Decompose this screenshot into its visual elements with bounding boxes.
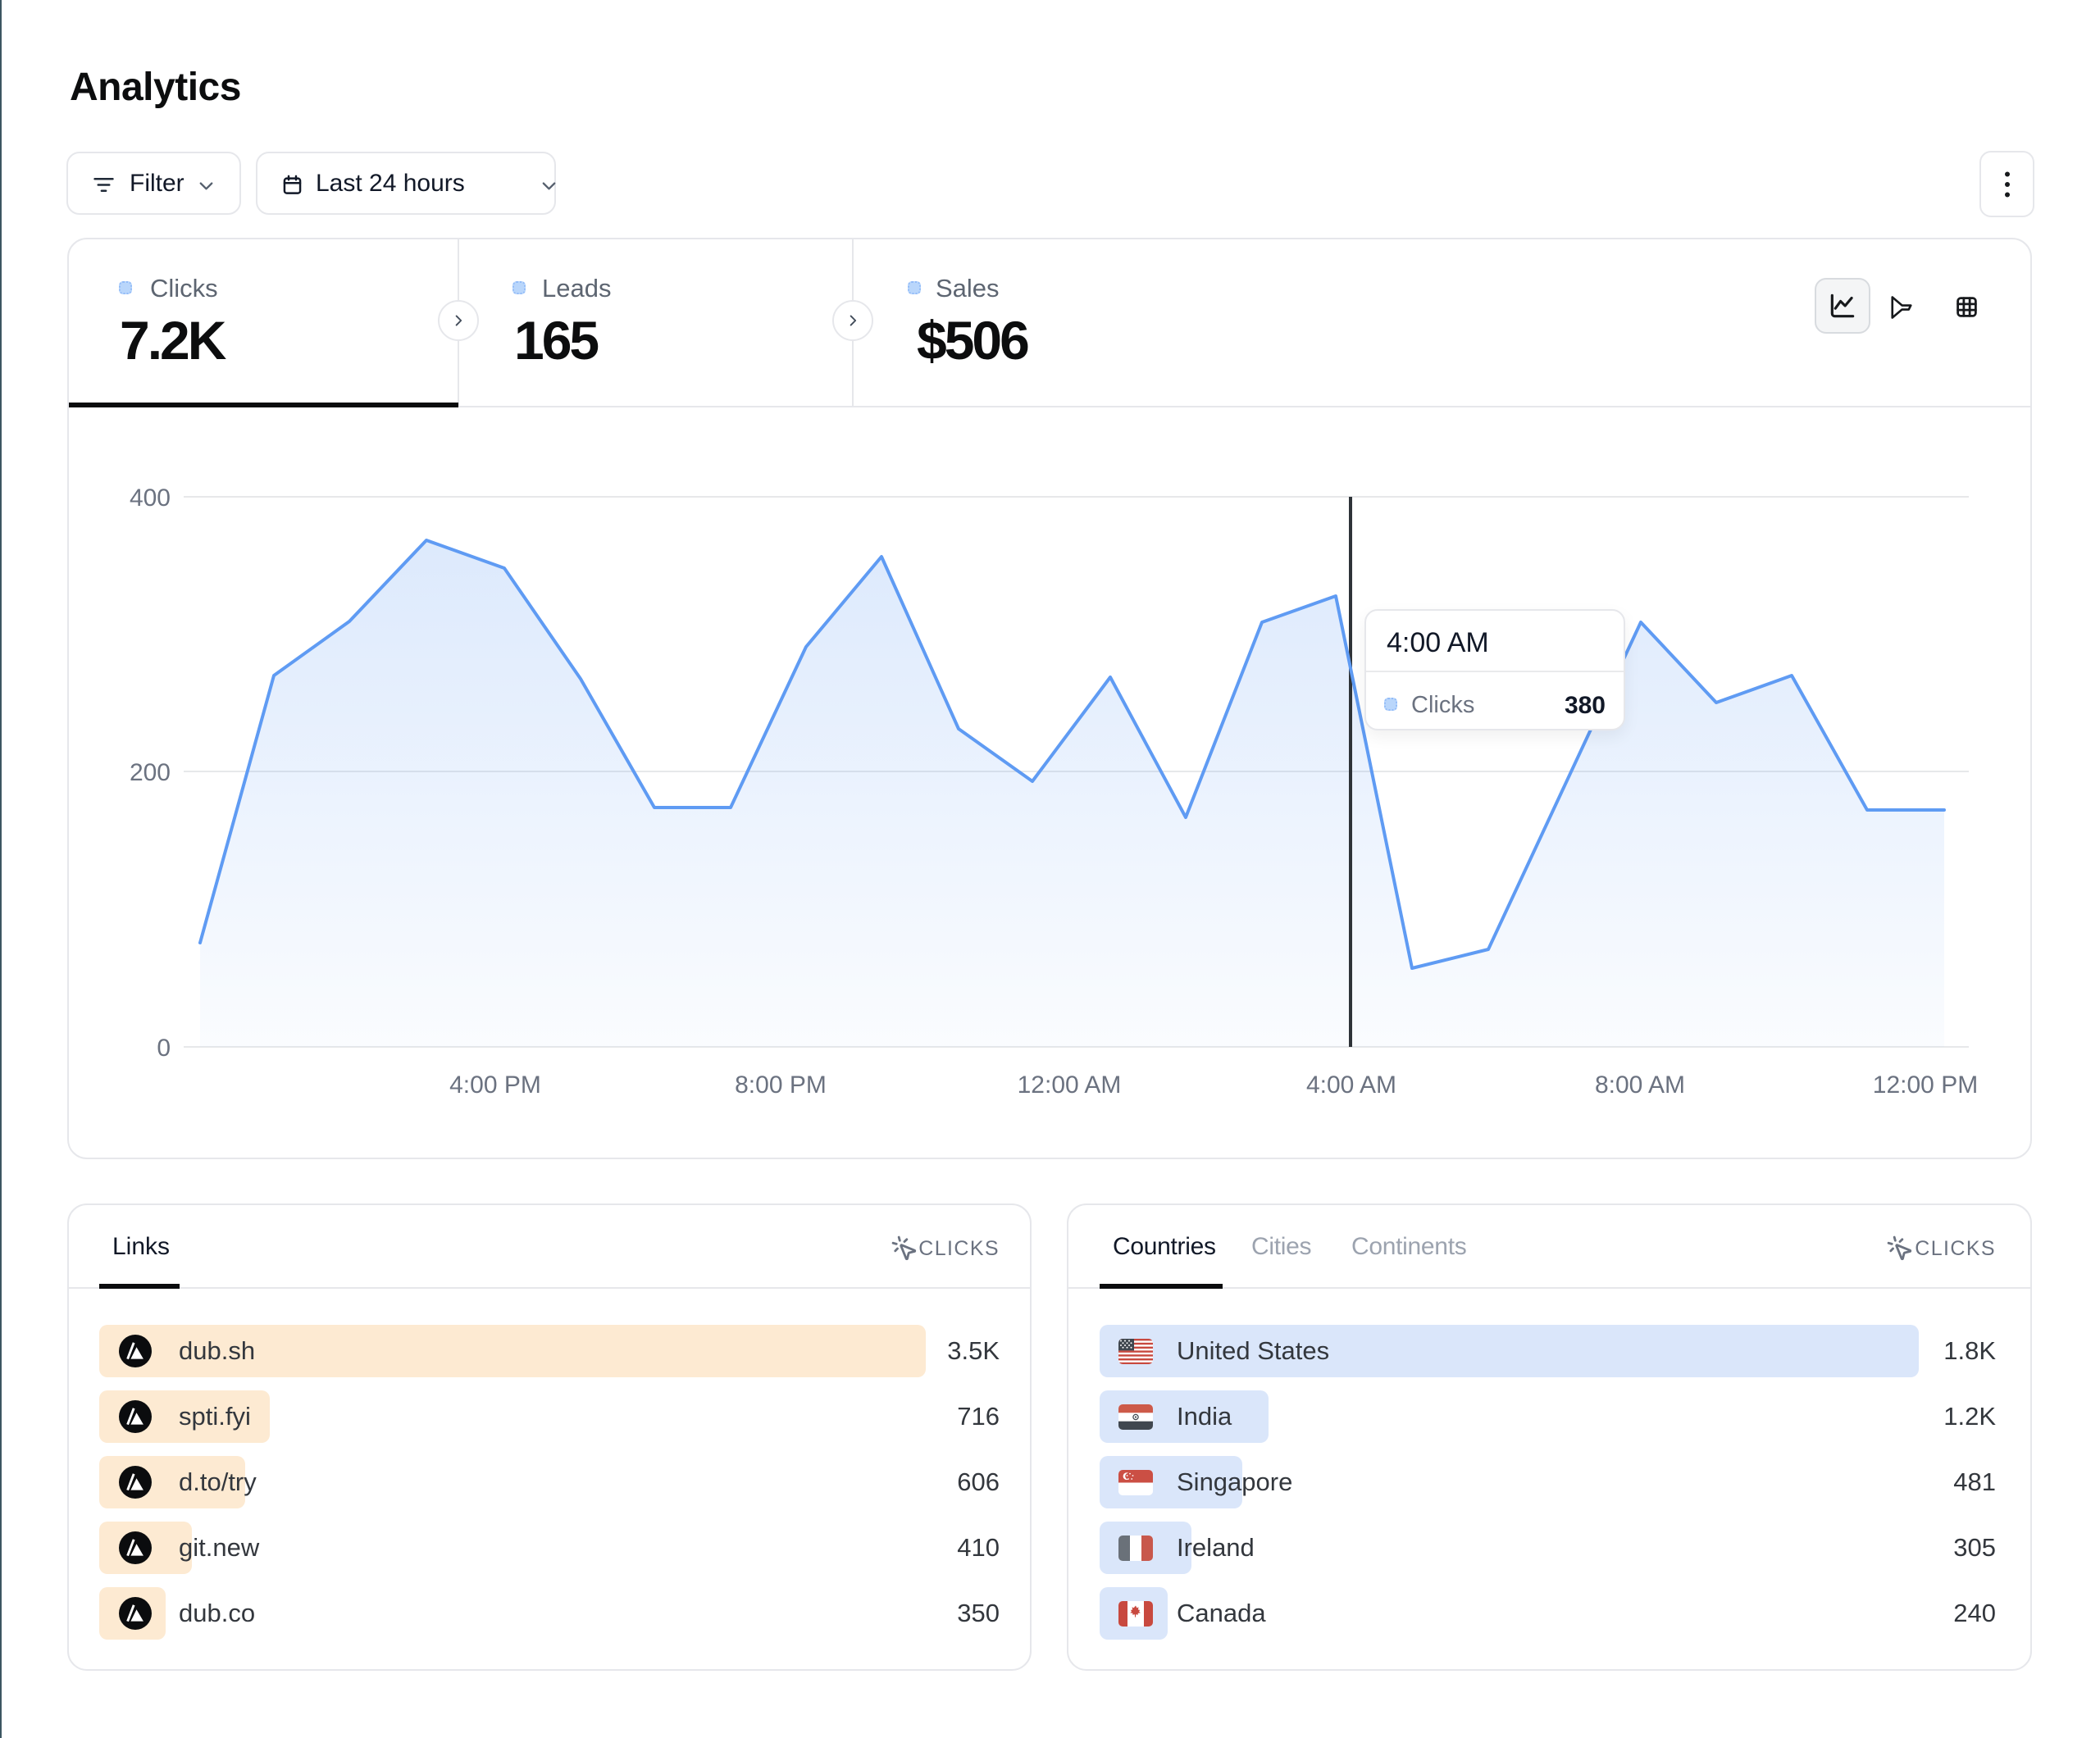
svg-text:4:00 AM: 4:00 AM [1306,1071,1396,1099]
svg-text:12:00 PM: 12:00 PM [1873,1071,1978,1099]
svg-text:8:00 PM: 8:00 PM [735,1071,827,1099]
svg-text:200: 200 [130,759,171,786]
svg-text:4:00 PM: 4:00 PM [449,1071,541,1099]
svg-text:12:00 AM: 12:00 AM [1018,1071,1122,1099]
svg-text:8:00 AM: 8:00 AM [1595,1071,1685,1099]
svg-text:0: 0 [157,1035,171,1062]
svg-text:400: 400 [130,485,171,512]
